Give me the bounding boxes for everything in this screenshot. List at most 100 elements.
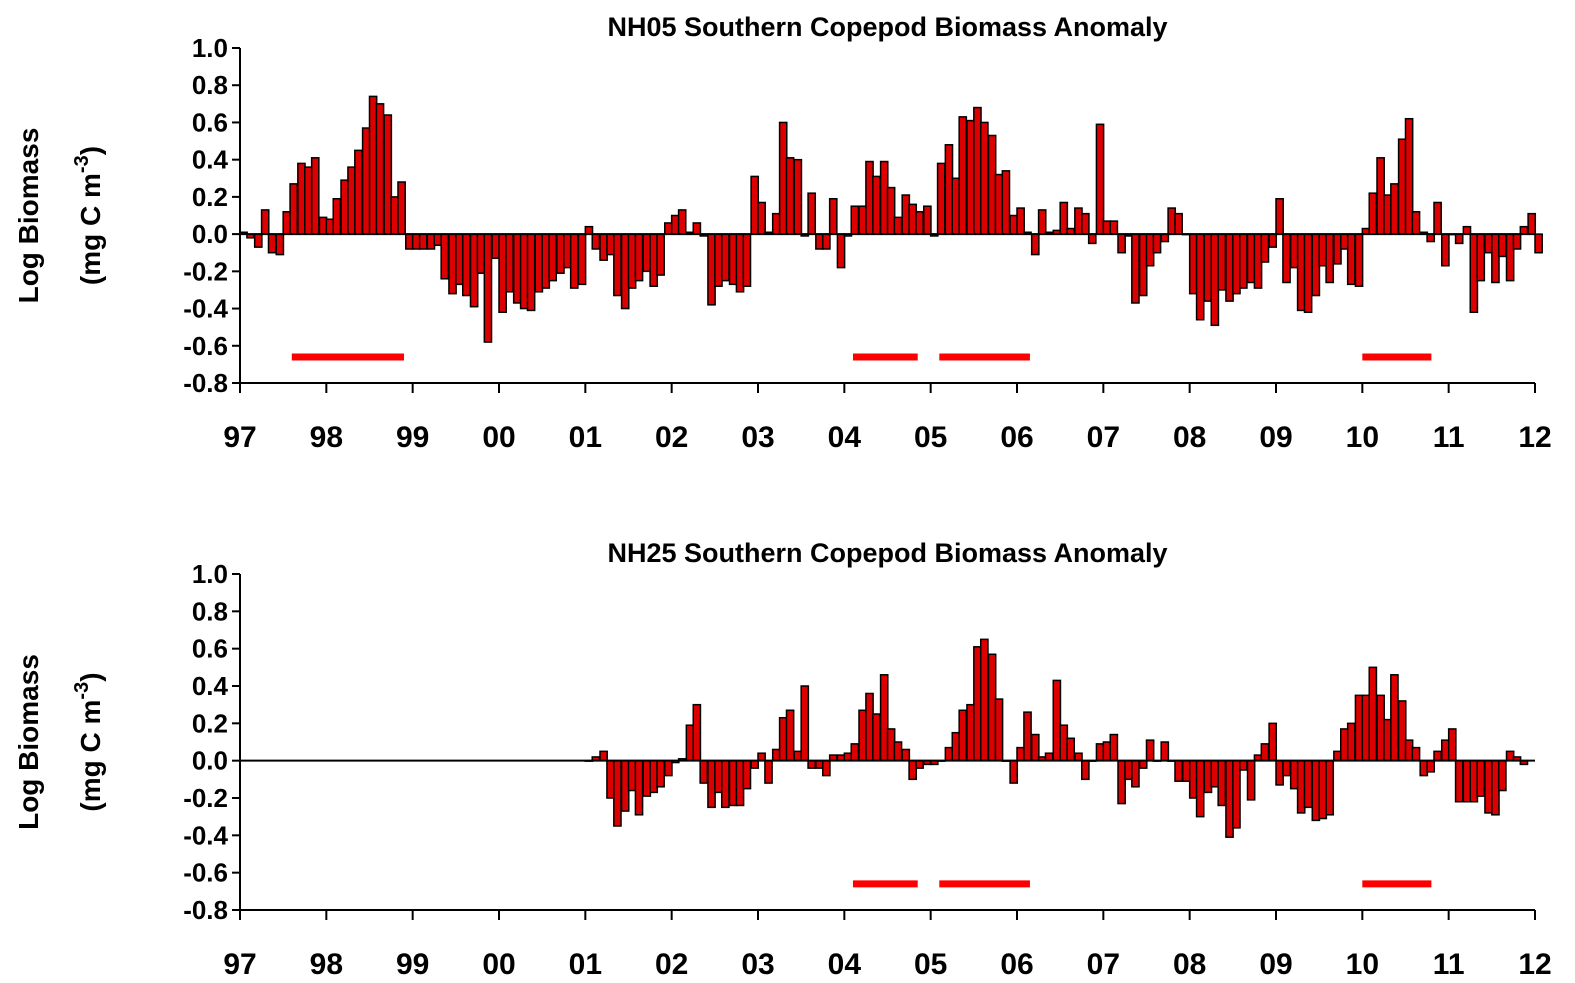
bar — [1275, 198, 1284, 235]
bar — [354, 149, 363, 235]
bar — [1296, 233, 1306, 312]
bar — [433, 233, 443, 247]
bar — [850, 743, 860, 762]
x-tick-label: 07 — [1087, 948, 1120, 981]
x-tick-label: 04 — [828, 948, 862, 981]
bar — [757, 752, 766, 762]
x-tick-label: 09 — [1259, 421, 1292, 454]
bar — [1462, 225, 1472, 235]
bar — [1268, 722, 1278, 762]
bar — [1303, 759, 1313, 809]
bar — [1037, 209, 1047, 235]
bar — [670, 214, 680, 235]
bar — [1203, 233, 1213, 302]
x-tick-label: 98 — [310, 948, 343, 981]
bar — [1340, 233, 1349, 250]
bar — [347, 166, 356, 235]
bar — [1225, 233, 1234, 302]
bar — [627, 759, 637, 792]
bar — [692, 222, 702, 235]
bar — [318, 216, 328, 235]
x-tick-label: 01 — [569, 421, 602, 454]
bar — [1411, 211, 1421, 235]
unit-superscript: -3 — [71, 155, 93, 173]
bar — [951, 731, 961, 762]
x-tick-label: 05 — [914, 948, 947, 981]
bar — [771, 212, 781, 235]
bar — [1009, 759, 1019, 784]
bar — [1044, 752, 1054, 762]
bar — [707, 759, 716, 809]
x-tick-label: 97 — [223, 421, 256, 454]
bar — [1030, 733, 1040, 762]
bar — [1491, 233, 1500, 284]
bar — [1145, 233, 1155, 267]
bar — [375, 103, 385, 235]
bar — [987, 134, 997, 235]
x-tick-label: 09 — [1259, 948, 1292, 981]
bar — [1376, 157, 1385, 235]
y-tick-label: 0.8 — [192, 70, 228, 100]
bar — [1318, 759, 1328, 820]
y-tick-label: -0.8 — [183, 368, 228, 398]
bar — [822, 233, 831, 250]
bar — [1404, 117, 1414, 235]
bar — [1519, 225, 1529, 235]
bar — [411, 233, 421, 250]
unit-text: (mg C m — [75, 173, 106, 285]
y-tick-label: -0.8 — [183, 895, 228, 925]
bar — [1397, 700, 1407, 762]
bar — [1195, 759, 1205, 818]
bar — [1282, 759, 1291, 777]
bar — [886, 728, 896, 762]
panel: NH25 Southern Copepod Biomass Anomaly Log… — [13, 538, 1552, 981]
bar — [1354, 233, 1364, 287]
bar — [822, 759, 831, 777]
bar — [1426, 233, 1436, 243]
bar — [476, 233, 486, 274]
bar — [987, 653, 997, 762]
bar — [720, 233, 730, 282]
bar — [1131, 233, 1140, 304]
bar — [1016, 746, 1025, 762]
bar — [936, 162, 946, 235]
bar — [1109, 220, 1119, 235]
bar — [1009, 214, 1019, 235]
bar — [577, 233, 587, 286]
bar — [289, 183, 299, 235]
bar — [1225, 759, 1234, 838]
bar — [872, 175, 881, 235]
bar — [1346, 233, 1356, 286]
bar — [1095, 743, 1105, 762]
bar — [1059, 201, 1069, 235]
bar — [1476, 233, 1486, 282]
y-axis-label: Log Biomass — [13, 128, 44, 304]
bar — [893, 216, 903, 235]
bar — [1368, 666, 1378, 762]
bar — [325, 218, 335, 235]
unit-superscript: -3 — [71, 682, 93, 700]
bar — [498, 233, 507, 314]
bar — [548, 233, 558, 282]
bar — [267, 233, 277, 254]
bar — [541, 233, 551, 289]
bar — [569, 233, 579, 289]
bar — [426, 233, 436, 250]
bar — [778, 121, 788, 235]
bar — [1167, 207, 1177, 235]
panel: NH05 Southern Copepod Biomass Anomaly Log… — [13, 12, 1552, 454]
bar — [440, 233, 450, 280]
bar — [1117, 233, 1126, 254]
bar — [1333, 750, 1342, 762]
bar — [1074, 207, 1083, 235]
bar — [584, 225, 594, 235]
bar — [728, 759, 738, 807]
bar — [728, 233, 738, 286]
unit-end: ) — [75, 672, 106, 681]
x-tick-label: 06 — [1000, 948, 1033, 981]
bar — [923, 205, 932, 235]
bar — [606, 759, 615, 799]
bar — [1203, 759, 1213, 794]
x-tick-label: 99 — [396, 948, 429, 981]
